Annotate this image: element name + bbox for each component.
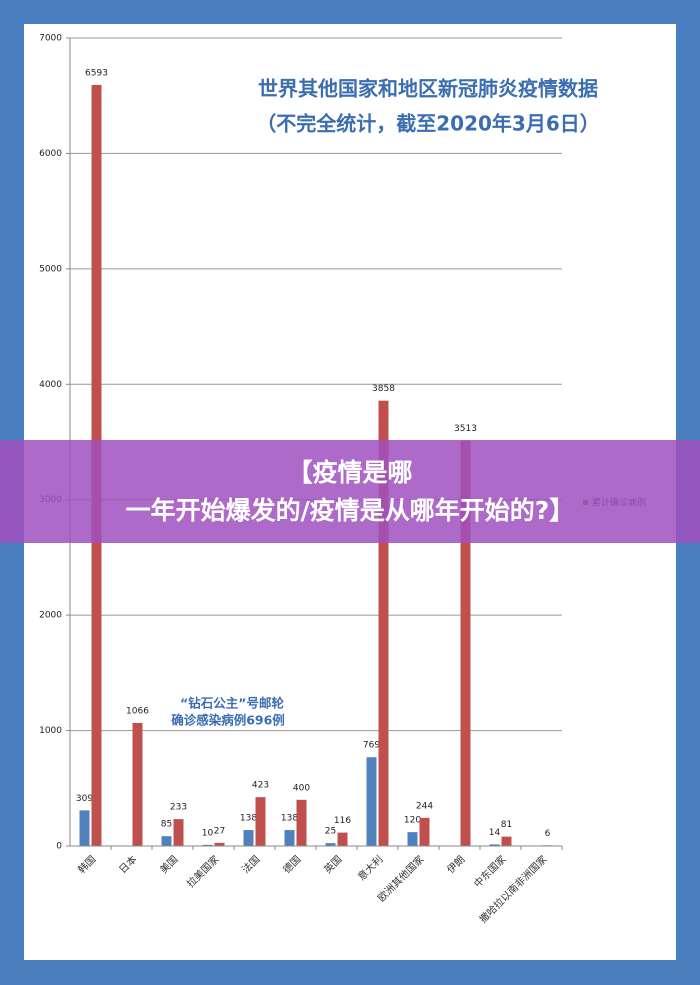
bar — [255, 797, 266, 846]
bar — [325, 843, 336, 846]
bar — [366, 757, 377, 846]
value-label: 423 — [252, 781, 269, 791]
bar — [243, 830, 254, 846]
value-label: 3513 — [454, 424, 477, 434]
bar — [79, 810, 90, 846]
y-tick-label: 4000 — [39, 380, 62, 390]
value-label: 6593 — [85, 68, 108, 78]
value-label: 10 — [202, 828, 214, 838]
value-label: 85 — [161, 820, 172, 830]
bar — [419, 817, 430, 846]
value-label: 1066 — [126, 706, 149, 716]
y-tick-label: 0 — [56, 842, 62, 852]
bar — [378, 400, 389, 846]
value-label: 233 — [170, 803, 187, 813]
bar — [214, 842, 225, 846]
value-label: 25 — [325, 827, 336, 837]
value-label: 138 — [240, 814, 257, 824]
value-label: 769 — [363, 741, 380, 751]
y-tick-label: 6000 — [39, 149, 62, 159]
bar — [296, 799, 307, 846]
bar — [284, 830, 295, 846]
bar — [161, 836, 172, 846]
chart-title: 世界其他国家和地区新冠肺炎疫情数据 — [258, 77, 598, 101]
bar — [501, 836, 512, 846]
annotation: 确诊感染病例696例 — [171, 713, 285, 728]
y-tick-label: 1000 — [39, 726, 62, 736]
value-label: 138 — [281, 814, 298, 824]
y-tick-label: 5000 — [39, 264, 62, 274]
annotation: “钻石公主”号邮轮 — [180, 696, 284, 711]
value-label: 400 — [293, 783, 310, 793]
value-label: 27 — [214, 826, 225, 836]
value-label: 81 — [501, 820, 512, 830]
bar — [132, 722, 143, 846]
chart-subtitle: （不完全统计，截至2020年3月6日） — [256, 112, 600, 136]
y-tick-label: 2000 — [39, 611, 62, 621]
value-label: 3858 — [372, 384, 395, 394]
value-label: 244 — [416, 801, 433, 811]
value-label: 116 — [334, 816, 351, 826]
value-label: 120 — [404, 816, 421, 826]
bar — [407, 832, 418, 846]
bar — [460, 440, 471, 846]
bar — [489, 844, 500, 846]
y-tick-label: 7000 — [39, 34, 62, 44]
value-label: 6 — [545, 829, 551, 839]
banner-text: 【疫情是哪一年开始爆发的/疫情是从哪年开始的?】 — [126, 458, 575, 525]
banner-bg — [0, 440, 700, 543]
bar — [202, 844, 213, 846]
value-label: 14 — [489, 828, 501, 838]
bar — [173, 819, 184, 846]
value-label: 309 — [76, 794, 93, 804]
bar — [337, 832, 348, 846]
